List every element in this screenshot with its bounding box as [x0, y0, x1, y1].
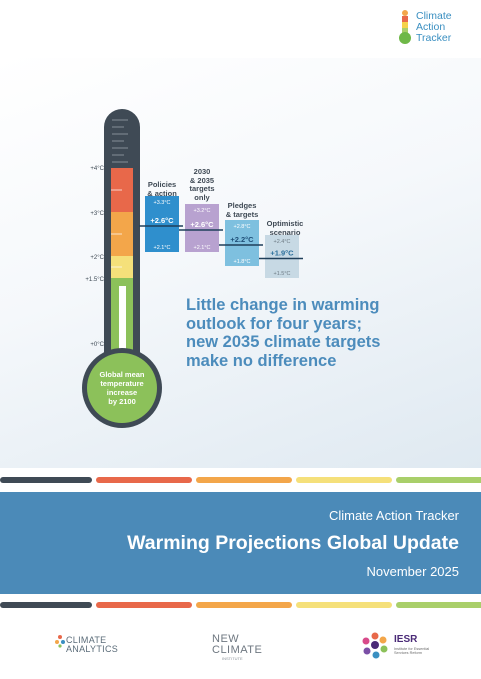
warming-thermometer-figure: +4°C +3°C +2°C +1.5°C +0°C Global mean t…	[82, 109, 303, 428]
scenario-low-label: +1.8°C	[233, 259, 250, 265]
report-date: November 2025	[366, 564, 460, 579]
climate-analytics-logo: CLIMATE ANALYTICS	[54, 630, 134, 658]
report-title: Warming Projections Global Update	[127, 532, 459, 554]
color-dash	[396, 602, 481, 608]
iesr-flower-icon	[362, 632, 388, 659]
new-climate-word-2: CLIMATE	[212, 644, 263, 656]
thermometer-bulb	[87, 353, 157, 423]
bulb-text-2: temperature	[100, 379, 143, 388]
scale-label-3: +3°C	[90, 211, 104, 217]
scenario-low-label: +2.1°C	[193, 245, 210, 251]
color-dash	[96, 477, 192, 483]
color-dash	[296, 602, 392, 608]
scenario-median-label: +1.9°C	[270, 249, 294, 258]
iesr-name: IESR	[394, 634, 418, 645]
brand-word-tracker: Tracker	[416, 32, 452, 44]
scenario-bar	[265, 235, 299, 278]
mercury-column	[119, 286, 126, 366]
scenario-low-label: +2.1°C	[153, 245, 170, 251]
band-org-name: Climate Action Tracker	[328, 508, 459, 523]
iesr-sub: Institute for Essential Services Reform	[394, 647, 430, 656]
color-dash-separator-bottom	[0, 602, 481, 608]
scenario-label-targets-only: 2030 & 2035 targets only	[189, 167, 215, 202]
color-dash	[0, 477, 92, 483]
scenario-label-pledges: Pledges & targets	[225, 201, 259, 219]
scenario-high-label: +3.3°C	[153, 200, 170, 206]
scenario-low-label: +1.5°C	[273, 271, 290, 277]
new-climate-word-1: NEW	[212, 633, 240, 645]
scenario-bar	[225, 220, 259, 266]
scenario-bar	[185, 204, 219, 252]
color-dash-separator-top	[0, 477, 481, 483]
scenario-high-label: +2.4°C	[273, 239, 290, 245]
scenario-label-optimistic: Optimistic scenario	[266, 219, 304, 237]
scenario-bar	[145, 196, 179, 252]
scenario-high-label: +2.8°C	[233, 224, 250, 230]
bulb-text-4: by 2100	[108, 397, 136, 406]
headline: Little change in warming outlook for fou…	[186, 296, 381, 370]
scenario-high-label: +3.2°C	[193, 208, 210, 214]
color-dash	[296, 477, 392, 483]
bulb-text-1: Global mean	[99, 370, 144, 379]
scenario-median-label: +2.6°C	[150, 216, 174, 225]
climate-action-tracker-logo: Climate Action Tracker	[398, 6, 478, 46]
scenario-median-label: +2.2°C	[230, 235, 254, 244]
scenario-median-label: +2.6°C	[190, 220, 214, 229]
color-dash	[0, 602, 92, 608]
scenario-label-policies: Policies & action	[147, 180, 177, 198]
iesr-logo: IESR Institute for Essential Services Re…	[360, 628, 450, 664]
scale-label-4: +4°C	[90, 166, 104, 172]
color-dash	[396, 477, 481, 483]
new-climate-sub: INSTITUTE	[222, 656, 243, 661]
new-climate-institute-logo: NEW CLIMATE INSTITUTE	[212, 630, 272, 664]
scale-label-2: +2°C	[90, 255, 104, 261]
scale-label-0: +0°C	[90, 342, 104, 348]
brand-word-action: Action	[416, 21, 446, 33]
climate-analytics-word-2: ANALYTICS	[66, 644, 119, 654]
color-dash	[96, 602, 192, 608]
climate-analytics-icon	[55, 635, 65, 648]
brand-word-climate: Climate	[416, 10, 452, 22]
title-band: Climate Action Tracker Warming Projectio…	[0, 492, 481, 594]
scale-label-1-5: +1.5°C	[85, 277, 104, 283]
thermometer-logo-icon	[399, 10, 411, 44]
color-dash	[196, 477, 292, 483]
color-dash	[196, 602, 292, 608]
bulb-text-3: increase	[107, 388, 137, 397]
climate-analytics-word-1: CLIMATE	[66, 635, 107, 645]
